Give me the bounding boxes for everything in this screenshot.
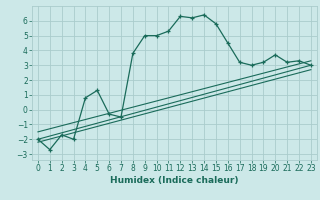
X-axis label: Humidex (Indice chaleur): Humidex (Indice chaleur): [110, 176, 239, 185]
